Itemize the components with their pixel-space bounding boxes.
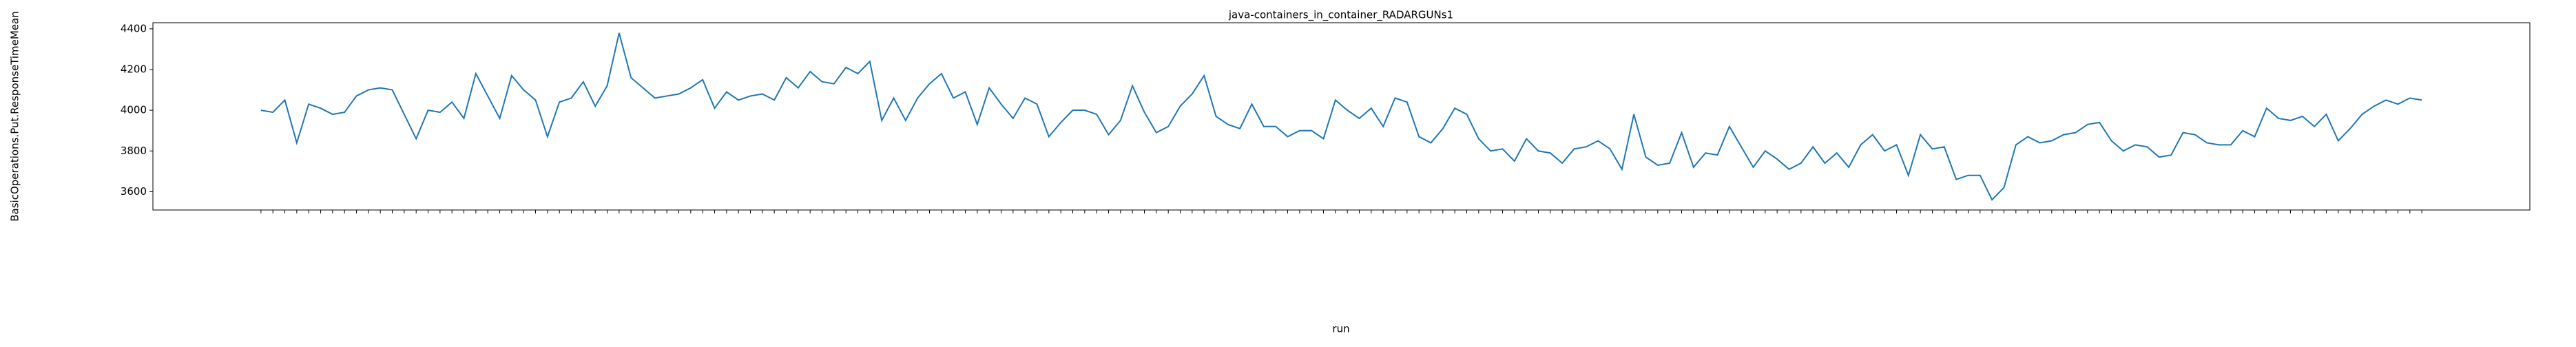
y-tick-label: 4000	[121, 104, 147, 116]
plot-frame	[152, 22, 2531, 211]
chart-title: java-containers_in_container_RADARGUNs1	[1228, 9, 1453, 22]
y-tick-label: 4400	[121, 22, 147, 34]
y-tick-label: 3800	[121, 145, 147, 157]
y-axis-label: BasicOperations.Put.ResponseTimeMean	[9, 11, 21, 222]
y-tick-label: 4200	[121, 63, 147, 76]
x-axis-label: run	[1332, 323, 1349, 335]
y-tick-label: 3600	[121, 185, 147, 198]
data-line	[260, 32, 2422, 201]
